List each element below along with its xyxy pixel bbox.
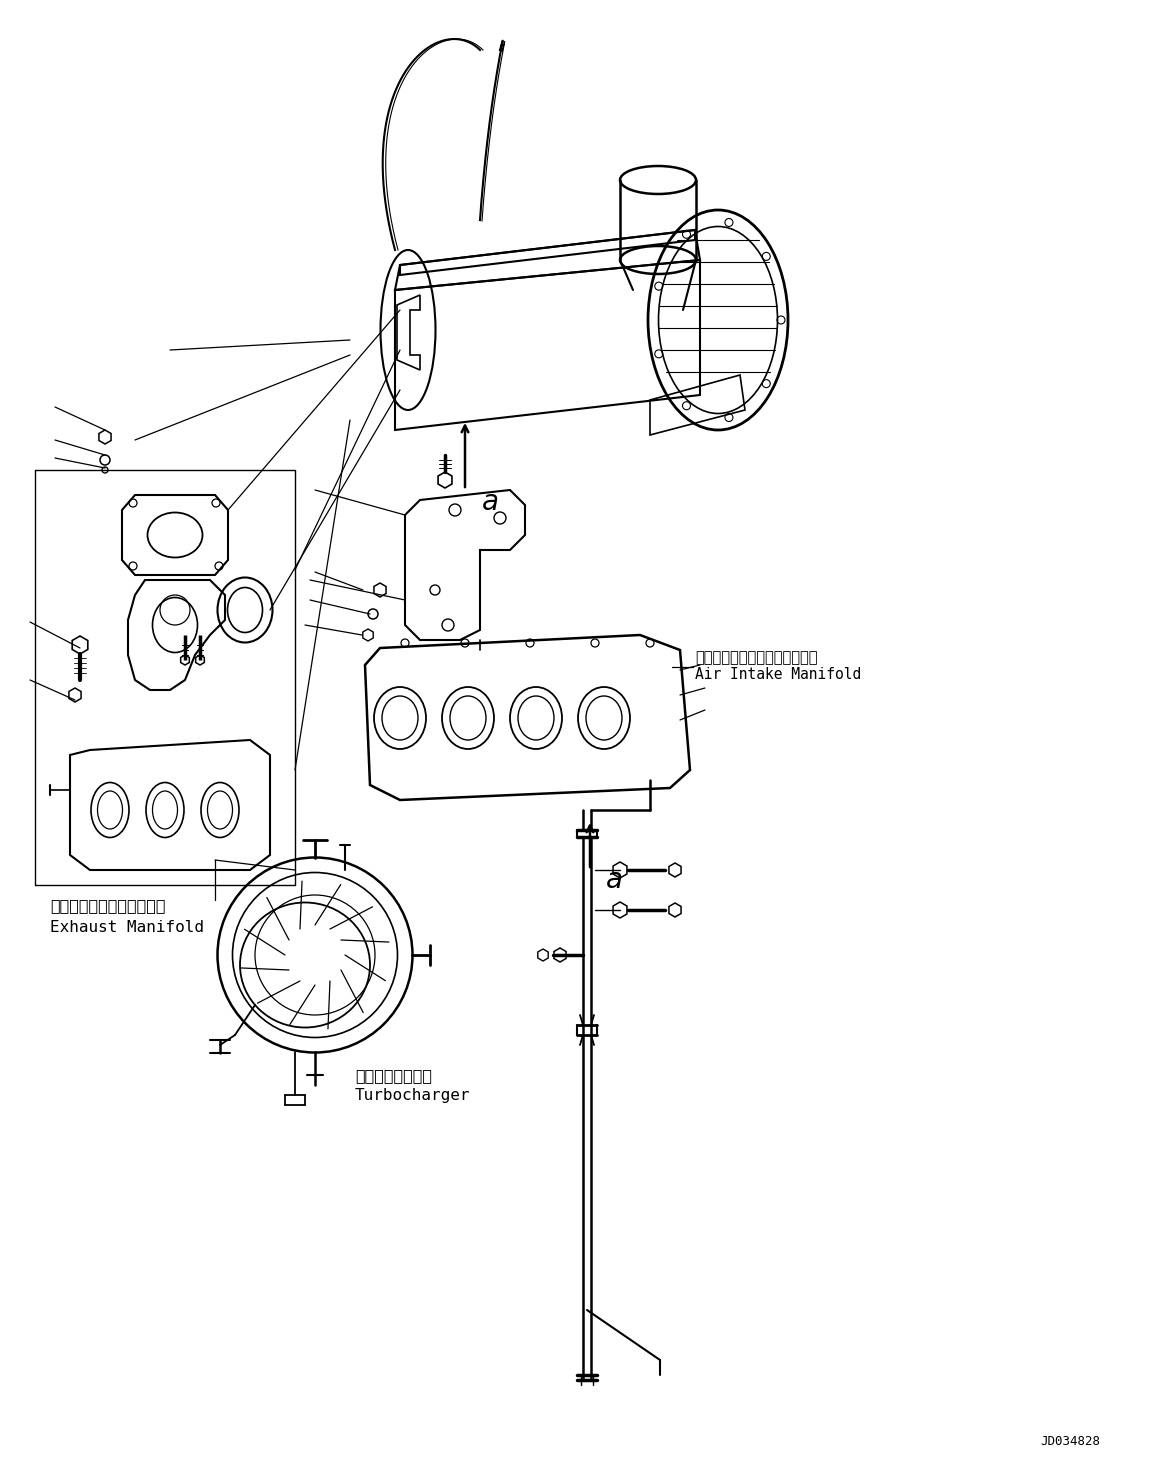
Text: a: a bbox=[481, 488, 499, 516]
Text: エキゾーストマニホールド: エキゾーストマニホールド bbox=[50, 898, 165, 914]
Text: Exhaust Manifold: Exhaust Manifold bbox=[50, 920, 204, 934]
Text: a: a bbox=[605, 867, 622, 895]
Text: ターボチャージャ: ターボチャージャ bbox=[355, 1068, 432, 1083]
Text: JD034828: JD034828 bbox=[1040, 1435, 1100, 1448]
Text: Turbocharger: Turbocharger bbox=[355, 1089, 471, 1103]
Text: Air Intake Manifold: Air Intake Manifold bbox=[695, 667, 861, 682]
Text: エアーインテークマニホールド: エアーインテークマニホールド bbox=[695, 649, 818, 665]
